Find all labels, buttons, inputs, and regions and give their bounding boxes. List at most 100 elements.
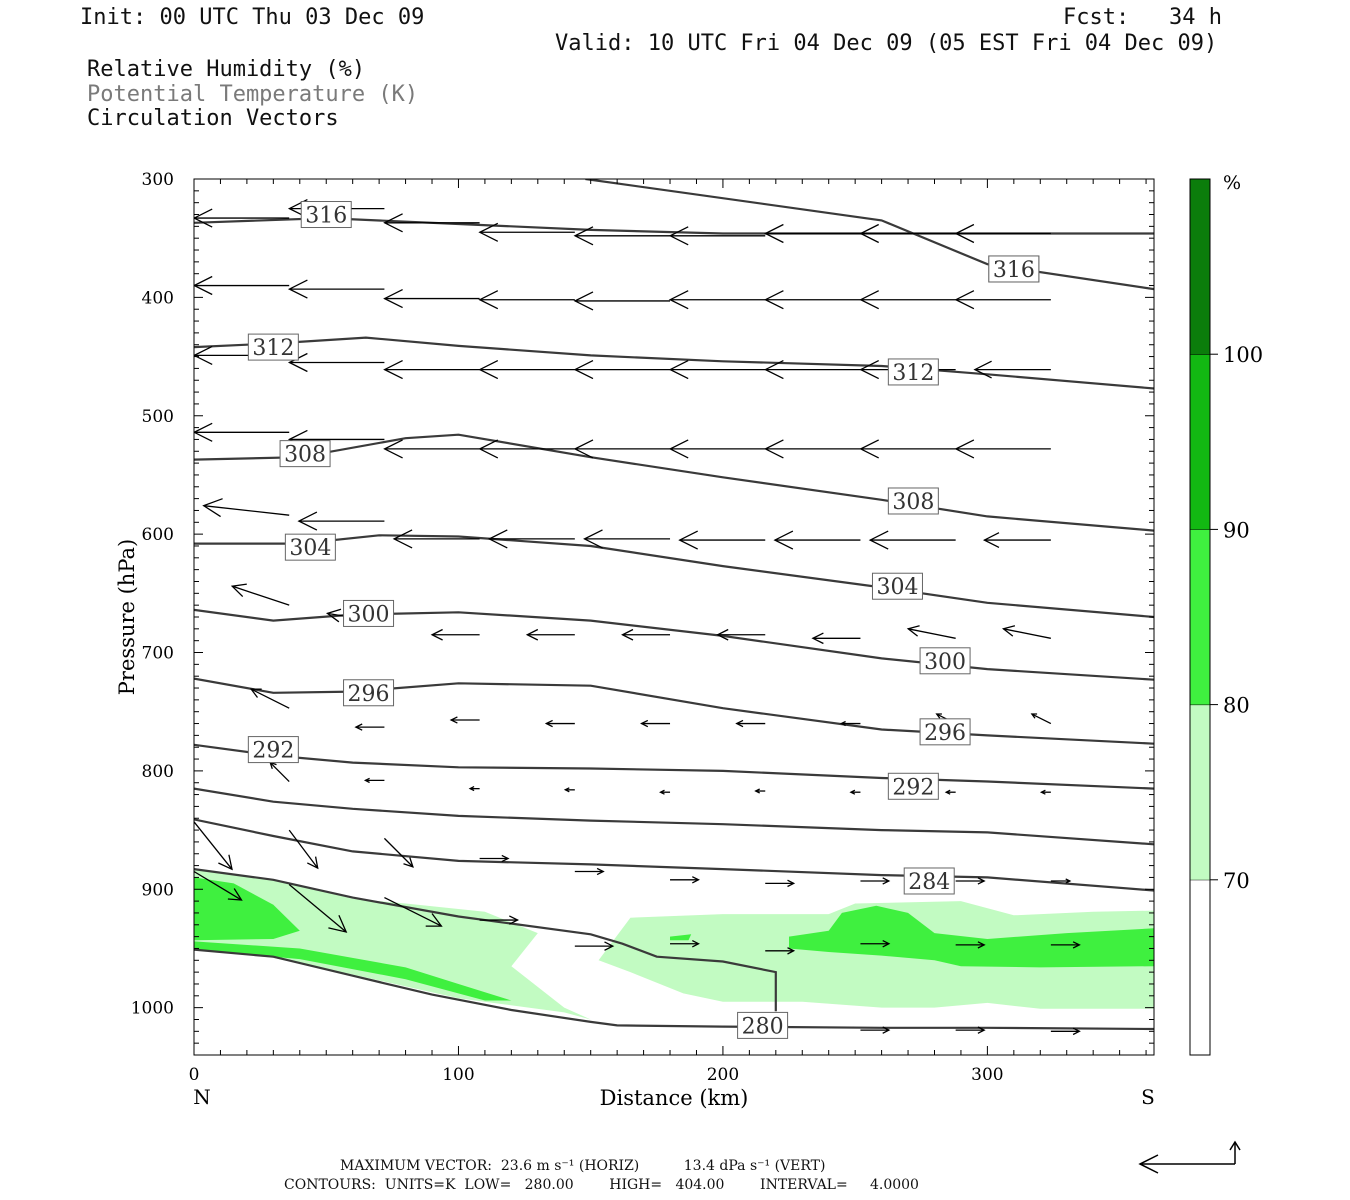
colorbar: 70 80 90 100% — [1189, 172, 1263, 1056]
x-tick-label: 0 — [189, 1065, 200, 1085]
circulation-vector-head — [99, 345, 117, 363]
contour-label-box — [919, 647, 971, 675]
contour-label-box — [887, 487, 939, 515]
circulation-vector — [269, 762, 290, 783]
humidity-shading — [194, 869, 1154, 1020]
circulation-vector-head — [328, 915, 348, 933]
circulation-vector-head — [354, 723, 363, 731]
circulation-vector-head — [982, 532, 1000, 548]
valid-time: Valid: 10 UTC Fri 04 Dec 09 (05 EST Fri … — [555, 31, 1218, 56]
circulation-vector-head — [573, 226, 594, 246]
contour-info-note: CONTOURS: UNITS=K LOW= 280.00 HIGH= 404.… — [284, 1177, 919, 1193]
circulation-vector — [203, 505, 290, 516]
rh-region-70 — [194, 869, 591, 1020]
contour-label-312: 312 — [892, 361, 934, 386]
circulation-vector-head — [449, 716, 458, 724]
circulation-vector-head — [692, 876, 700, 884]
circulation-vector-head — [954, 290, 975, 310]
x-tick-label: 300 — [971, 1065, 1003, 1085]
circulation-vector-head — [478, 290, 499, 310]
theta-contour-284 — [194, 868, 777, 1012]
circulation-vector — [1031, 713, 1052, 725]
circulation-vector — [1003, 628, 1051, 639]
circulation-vector-head — [249, 688, 262, 698]
contour-label-300: 300 — [924, 650, 966, 675]
circulation-vector-head — [363, 777, 370, 784]
colorbar-band — [1190, 704, 1210, 880]
circulation-vector-head — [501, 854, 510, 863]
contour-label-box — [988, 255, 1040, 283]
contour-label-box — [903, 867, 955, 895]
circulation-vector-head — [787, 879, 796, 888]
circulation-vector-head — [1030, 713, 1038, 719]
circulation-vector-head — [383, 289, 403, 309]
circulation-vector-head — [544, 719, 553, 728]
circulation-vector-head — [735, 719, 744, 728]
circulation-vector-head — [202, 498, 223, 518]
circulation-vector-head — [403, 857, 414, 868]
circulation-vector-head — [383, 439, 403, 459]
circulation-vector-head — [583, 529, 603, 549]
circulation-vector-head — [668, 439, 689, 459]
circulation-vector-head — [1039, 789, 1046, 795]
legend-circulation-vectors: Circulation Vectors — [87, 106, 339, 131]
circulation-vector-head — [227, 888, 243, 901]
colorbar-frame — [1189, 178, 1211, 1056]
circulation-vector-head — [563, 787, 570, 793]
circulation-vector-head — [525, 628, 539, 641]
contour-label-308: 308 — [892, 490, 934, 515]
colorbar-label-90: 90 — [1223, 518, 1250, 542]
legend-relative-humidity: Relative Humidity (%) — [87, 57, 366, 82]
contour-label-304: 304 — [289, 536, 331, 561]
circulation-vector-head — [383, 360, 403, 380]
circulation-vector-head — [882, 1026, 891, 1034]
circulation-vector-head — [99, 211, 117, 229]
y-tick-label: 1000 — [131, 999, 174, 1019]
x-tick-label: 200 — [707, 1065, 739, 1085]
circulation-vector-head — [954, 439, 975, 459]
circulation-vector-head — [973, 360, 992, 379]
circulation-vector — [250, 688, 290, 709]
circulation-vector-head — [509, 915, 520, 925]
circulation-vector-head — [392, 529, 413, 549]
contour-label-box — [284, 533, 336, 561]
colorbar-label-80: 80 — [1223, 694, 1250, 718]
colorbar-band — [1190, 529, 1210, 705]
circulation-vector-head — [868, 530, 889, 550]
circulation-vector-head — [977, 1026, 986, 1034]
circulation-vector-head — [640, 719, 649, 728]
circulation-vector-head — [99, 278, 117, 296]
circulation-vector — [383, 837, 414, 868]
circulation-vector-head — [287, 352, 308, 373]
circulation-vector-head — [859, 290, 879, 310]
contour-labels: 3163163163123123083083043043003002962962… — [247, 201, 1040, 1039]
contour-label-box — [343, 679, 395, 707]
contour-label-box — [247, 333, 299, 361]
circulation-vector-head — [109, 483, 129, 501]
circulation-vector-head — [325, 608, 342, 623]
circulation-vector-head — [230, 583, 247, 598]
circulation-vector-head — [468, 786, 475, 792]
circulation-vector-head — [811, 632, 824, 645]
colorbar-label-70: 70 — [1223, 869, 1250, 893]
contour-label-292: 292 — [892, 775, 934, 800]
contour-label-box — [871, 572, 923, 600]
theta-contour-288 — [194, 787, 1154, 846]
rh-region-80 — [670, 934, 692, 941]
contour-label-284: 284 — [908, 870, 950, 895]
circulation-vector-head — [839, 720, 846, 727]
y-tick-label: 900 — [142, 880, 174, 900]
colorbar-band — [1190, 354, 1210, 530]
circulation-vector-head — [307, 856, 319, 870]
circulation-vector-head — [859, 360, 879, 380]
colorbar-label-100: 100 — [1223, 343, 1263, 367]
circulation-vector — [194, 870, 242, 901]
y-tick-label: 600 — [142, 525, 174, 545]
x-axis-title: Distance (km) — [600, 1086, 749, 1110]
circulation-vector-head — [906, 625, 920, 637]
contour-label-box — [279, 440, 331, 468]
theta-contour-292 — [194, 743, 1154, 790]
colorbar-unit: % — [1223, 172, 1241, 194]
contour-label-308: 308 — [284, 443, 326, 468]
